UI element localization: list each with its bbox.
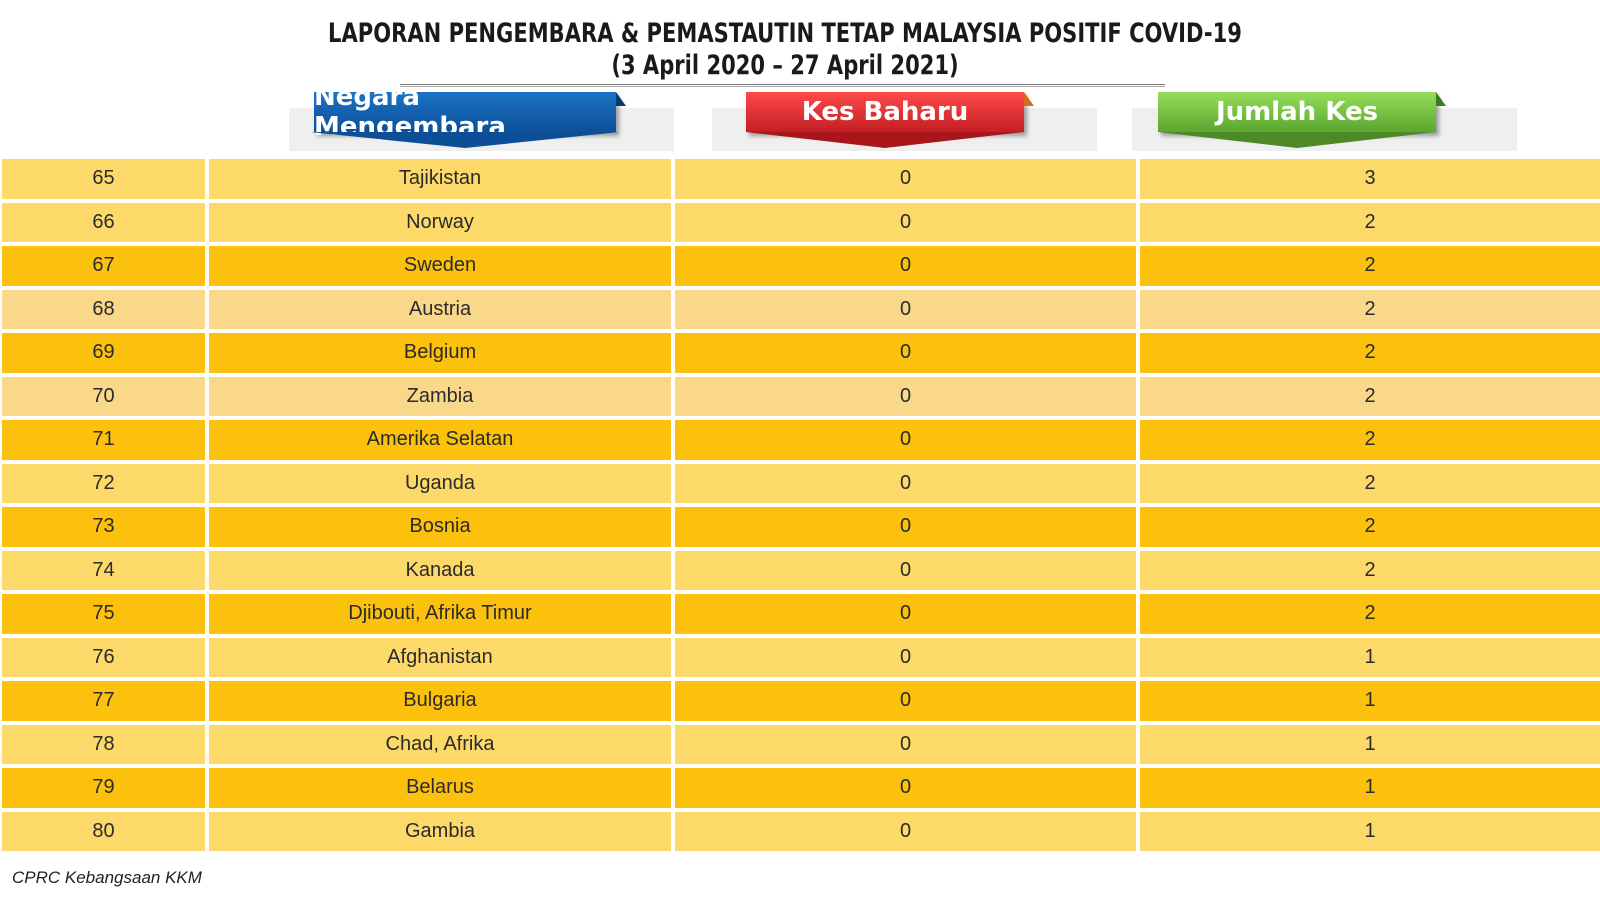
total-cases-cell: 2 <box>1140 507 1600 547</box>
new-cases-cell: 0 <box>675 246 1136 286</box>
country-cell: Amerika Selatan <box>209 420 671 460</box>
banner-pointer <box>1158 132 1436 148</box>
total-cases-cell: 2 <box>1140 594 1600 634</box>
row-number: 72 <box>2 463 205 503</box>
table-row: 79 Belarus 0 1 <box>0 766 1600 810</box>
country-cell: Kanada <box>209 550 671 590</box>
new-cases-cell: 0 <box>675 420 1136 460</box>
total-cases-cell: 1 <box>1140 724 1600 764</box>
header-country: Negara Mengembara <box>310 82 626 148</box>
source-credit: CPRC Kebangsaan KKM <box>12 868 202 887</box>
country-cell: Norway <box>209 202 671 242</box>
new-cases-cell: 0 <box>675 376 1136 416</box>
country-cell: Austria <box>209 289 671 329</box>
header-total-cases-label: Jumlah Kes <box>1215 97 1379 127</box>
table-row: 67 Sweden 0 2 <box>0 244 1600 288</box>
country-cell: Zambia <box>209 376 671 416</box>
country-cell: Bulgaria <box>209 681 671 721</box>
new-cases-cell: 0 <box>675 550 1136 590</box>
country-cell: Sweden <box>209 246 671 286</box>
new-cases-cell: 0 <box>675 289 1136 329</box>
row-number: 67 <box>2 246 205 286</box>
total-cases-cell: 2 <box>1140 463 1600 503</box>
total-cases-cell: 2 <box>1140 550 1600 590</box>
total-cases-cell: 1 <box>1140 768 1600 808</box>
new-cases-cell: 0 <box>675 507 1136 547</box>
total-cases-cell: 2 <box>1140 202 1600 242</box>
banner-fold <box>1436 92 1446 106</box>
table-row: 76 Afghanistan 0 1 <box>0 636 1600 680</box>
table-row: 70 Zambia 0 2 <box>0 375 1600 419</box>
table-row: 77 Bulgaria 0 1 <box>0 679 1600 723</box>
new-cases-cell: 0 <box>675 333 1136 373</box>
table-row: 72 Uganda 0 2 <box>0 462 1600 506</box>
header-new-cases: Kes Baharu <box>746 92 1034 148</box>
header-total-cases: Jumlah Kes <box>1158 92 1446 148</box>
row-number: 66 <box>2 202 205 242</box>
report-title: LAPORAN PENGEMBARA & PEMASTAUTIN TETAP M… <box>328 18 1242 49</box>
row-number: 69 <box>2 333 205 373</box>
table-row: 73 Bosnia 0 2 <box>0 505 1600 549</box>
row-number: 80 <box>2 811 205 851</box>
new-cases-cell: 0 <box>675 594 1136 634</box>
table-row: 66 Norway 0 2 <box>0 201 1600 245</box>
country-cell: Gambia <box>209 811 671 851</box>
new-cases-cell: 0 <box>675 811 1136 851</box>
banner-pointer <box>310 132 620 148</box>
header-new-cases-label: Kes Baharu <box>801 97 969 127</box>
total-cases-cell: 1 <box>1140 811 1600 851</box>
country-cell: Djibouti, Afrika Timur <box>209 594 671 634</box>
total-cases-cell: 2 <box>1140 420 1600 460</box>
row-number: 65 <box>2 159 205 199</box>
new-cases-cell: 0 <box>675 637 1136 677</box>
new-cases-cell: 0 <box>675 681 1136 721</box>
row-number: 71 <box>2 420 205 460</box>
country-cell: Belgium <box>209 333 671 373</box>
country-cell: Belarus <box>209 768 671 808</box>
row-number: 74 <box>2 550 205 590</box>
banner-pointer <box>746 132 1024 148</box>
total-cases-cell: 2 <box>1140 333 1600 373</box>
country-cell: Afghanistan <box>209 637 671 677</box>
country-cell: Bosnia <box>209 507 671 547</box>
cases-table: 65 Tajikistan 0 3 66 Norway 0 2 67 Sweden 0 2 68 Aust… <box>0 157 1600 853</box>
new-cases-cell: 0 <box>675 159 1136 199</box>
row-number: 78 <box>2 724 205 764</box>
row-number: 75 <box>2 594 205 634</box>
total-cases-cell: 2 <box>1140 246 1600 286</box>
report-date-range: (3 April 2020 – 27 April 2021) <box>611 50 959 81</box>
total-cases-cell: 3 <box>1140 159 1600 199</box>
title-divider <box>400 84 1165 87</box>
table-row: 65 Tajikistan 0 3 <box>0 157 1600 201</box>
table-row: 71 Amerika Selatan 0 2 <box>0 418 1600 462</box>
table-row: 78 Chad, Afrika 0 1 <box>0 723 1600 767</box>
row-number: 70 <box>2 376 205 416</box>
row-number: 79 <box>2 768 205 808</box>
row-number: 73 <box>2 507 205 547</box>
country-cell: Chad, Afrika <box>209 724 671 764</box>
table-row: 69 Belgium 0 2 <box>0 331 1600 375</box>
new-cases-cell: 0 <box>675 463 1136 503</box>
banner-fold <box>616 92 626 106</box>
country-cell: Uganda <box>209 463 671 503</box>
total-cases-cell: 2 <box>1140 289 1600 329</box>
country-cell: Tajikistan <box>209 159 671 199</box>
total-cases-cell: 1 <box>1140 681 1600 721</box>
total-cases-cell: 1 <box>1140 637 1600 677</box>
table-row: 74 Kanada 0 2 <box>0 549 1600 593</box>
banner-fold <box>1024 92 1034 106</box>
row-number: 76 <box>2 637 205 677</box>
new-cases-cell: 0 <box>675 724 1136 764</box>
new-cases-cell: 0 <box>675 202 1136 242</box>
new-cases-cell: 0 <box>675 768 1136 808</box>
table-row: 68 Austria 0 2 <box>0 288 1600 332</box>
total-cases-cell: 2 <box>1140 376 1600 416</box>
table-row: 75 Djibouti, Afrika Timur 0 2 <box>0 592 1600 636</box>
table-row: 80 Gambia 0 1 <box>0 810 1600 854</box>
row-number: 77 <box>2 681 205 721</box>
row-number: 68 <box>2 289 205 329</box>
